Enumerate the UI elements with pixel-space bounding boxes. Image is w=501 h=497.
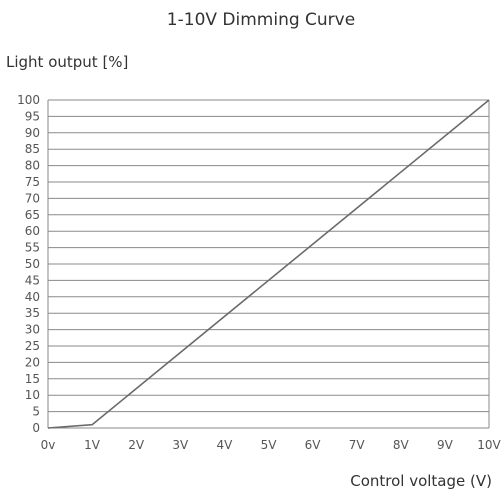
y-tick-label: 35	[25, 306, 40, 320]
x-tick-label: 4V	[216, 438, 233, 452]
x-tick-label: 3V	[172, 438, 189, 452]
y-tick-label: 85	[25, 142, 40, 156]
x-tick-label: 9V	[437, 438, 454, 452]
y-tick-label: 30	[25, 323, 40, 337]
series-lines	[47, 99, 490, 429]
x-tick-labels: 0v 1V 2V 3V 4V 5V 6V 7V 8V 9V 10V	[41, 438, 501, 452]
x-tick-label: 6V	[305, 438, 322, 452]
chart-title: 1-10V Dimming Curve	[167, 10, 355, 30]
x-tick-label: 7V	[349, 438, 366, 452]
y-tick-label: 100	[17, 93, 40, 107]
y-tick-label: 70	[25, 191, 40, 205]
y-tick-label: 15	[25, 372, 40, 386]
x-tick-label: 5V	[261, 438, 278, 452]
x-tick-label: 2V	[128, 438, 145, 452]
y-tick-label: 10	[25, 388, 40, 402]
series-line	[47, 99, 490, 429]
y-tick-labels: 0 5 10 15 20 25 30 35 40 45 50 55 60 65 70 75 80 85 90 95 10…	[17, 93, 40, 435]
x-tick-label: 0v	[41, 438, 56, 452]
y-tick-label: 65	[25, 208, 40, 222]
x-axis-title: Control voltage (V)	[350, 472, 492, 490]
y-tick-label: 75	[25, 175, 40, 189]
x-tick-label: 10V	[477, 438, 501, 452]
y-tick-label: 0	[32, 421, 40, 435]
y-tick-label: 25	[25, 339, 40, 353]
grid-lines	[48, 99, 489, 429]
y-tick-label: 95	[25, 109, 40, 123]
y-tick-label: 90	[25, 126, 40, 140]
y-tick-label: 50	[25, 257, 40, 271]
y-tick-label: 20	[25, 355, 40, 369]
x-tick-label: 1V	[84, 438, 101, 452]
y-tick-label: 55	[25, 241, 40, 255]
y-axis-title: Light output [%]	[6, 53, 128, 71]
y-tick-label: 45	[25, 273, 40, 287]
y-tick-label: 60	[25, 224, 40, 238]
x-tick-label: 8V	[393, 438, 410, 452]
y-tick-label: 80	[25, 159, 40, 173]
y-tick-label: 5	[32, 405, 40, 419]
y-tick-label: 40	[25, 290, 40, 304]
axes	[47, 100, 490, 428]
